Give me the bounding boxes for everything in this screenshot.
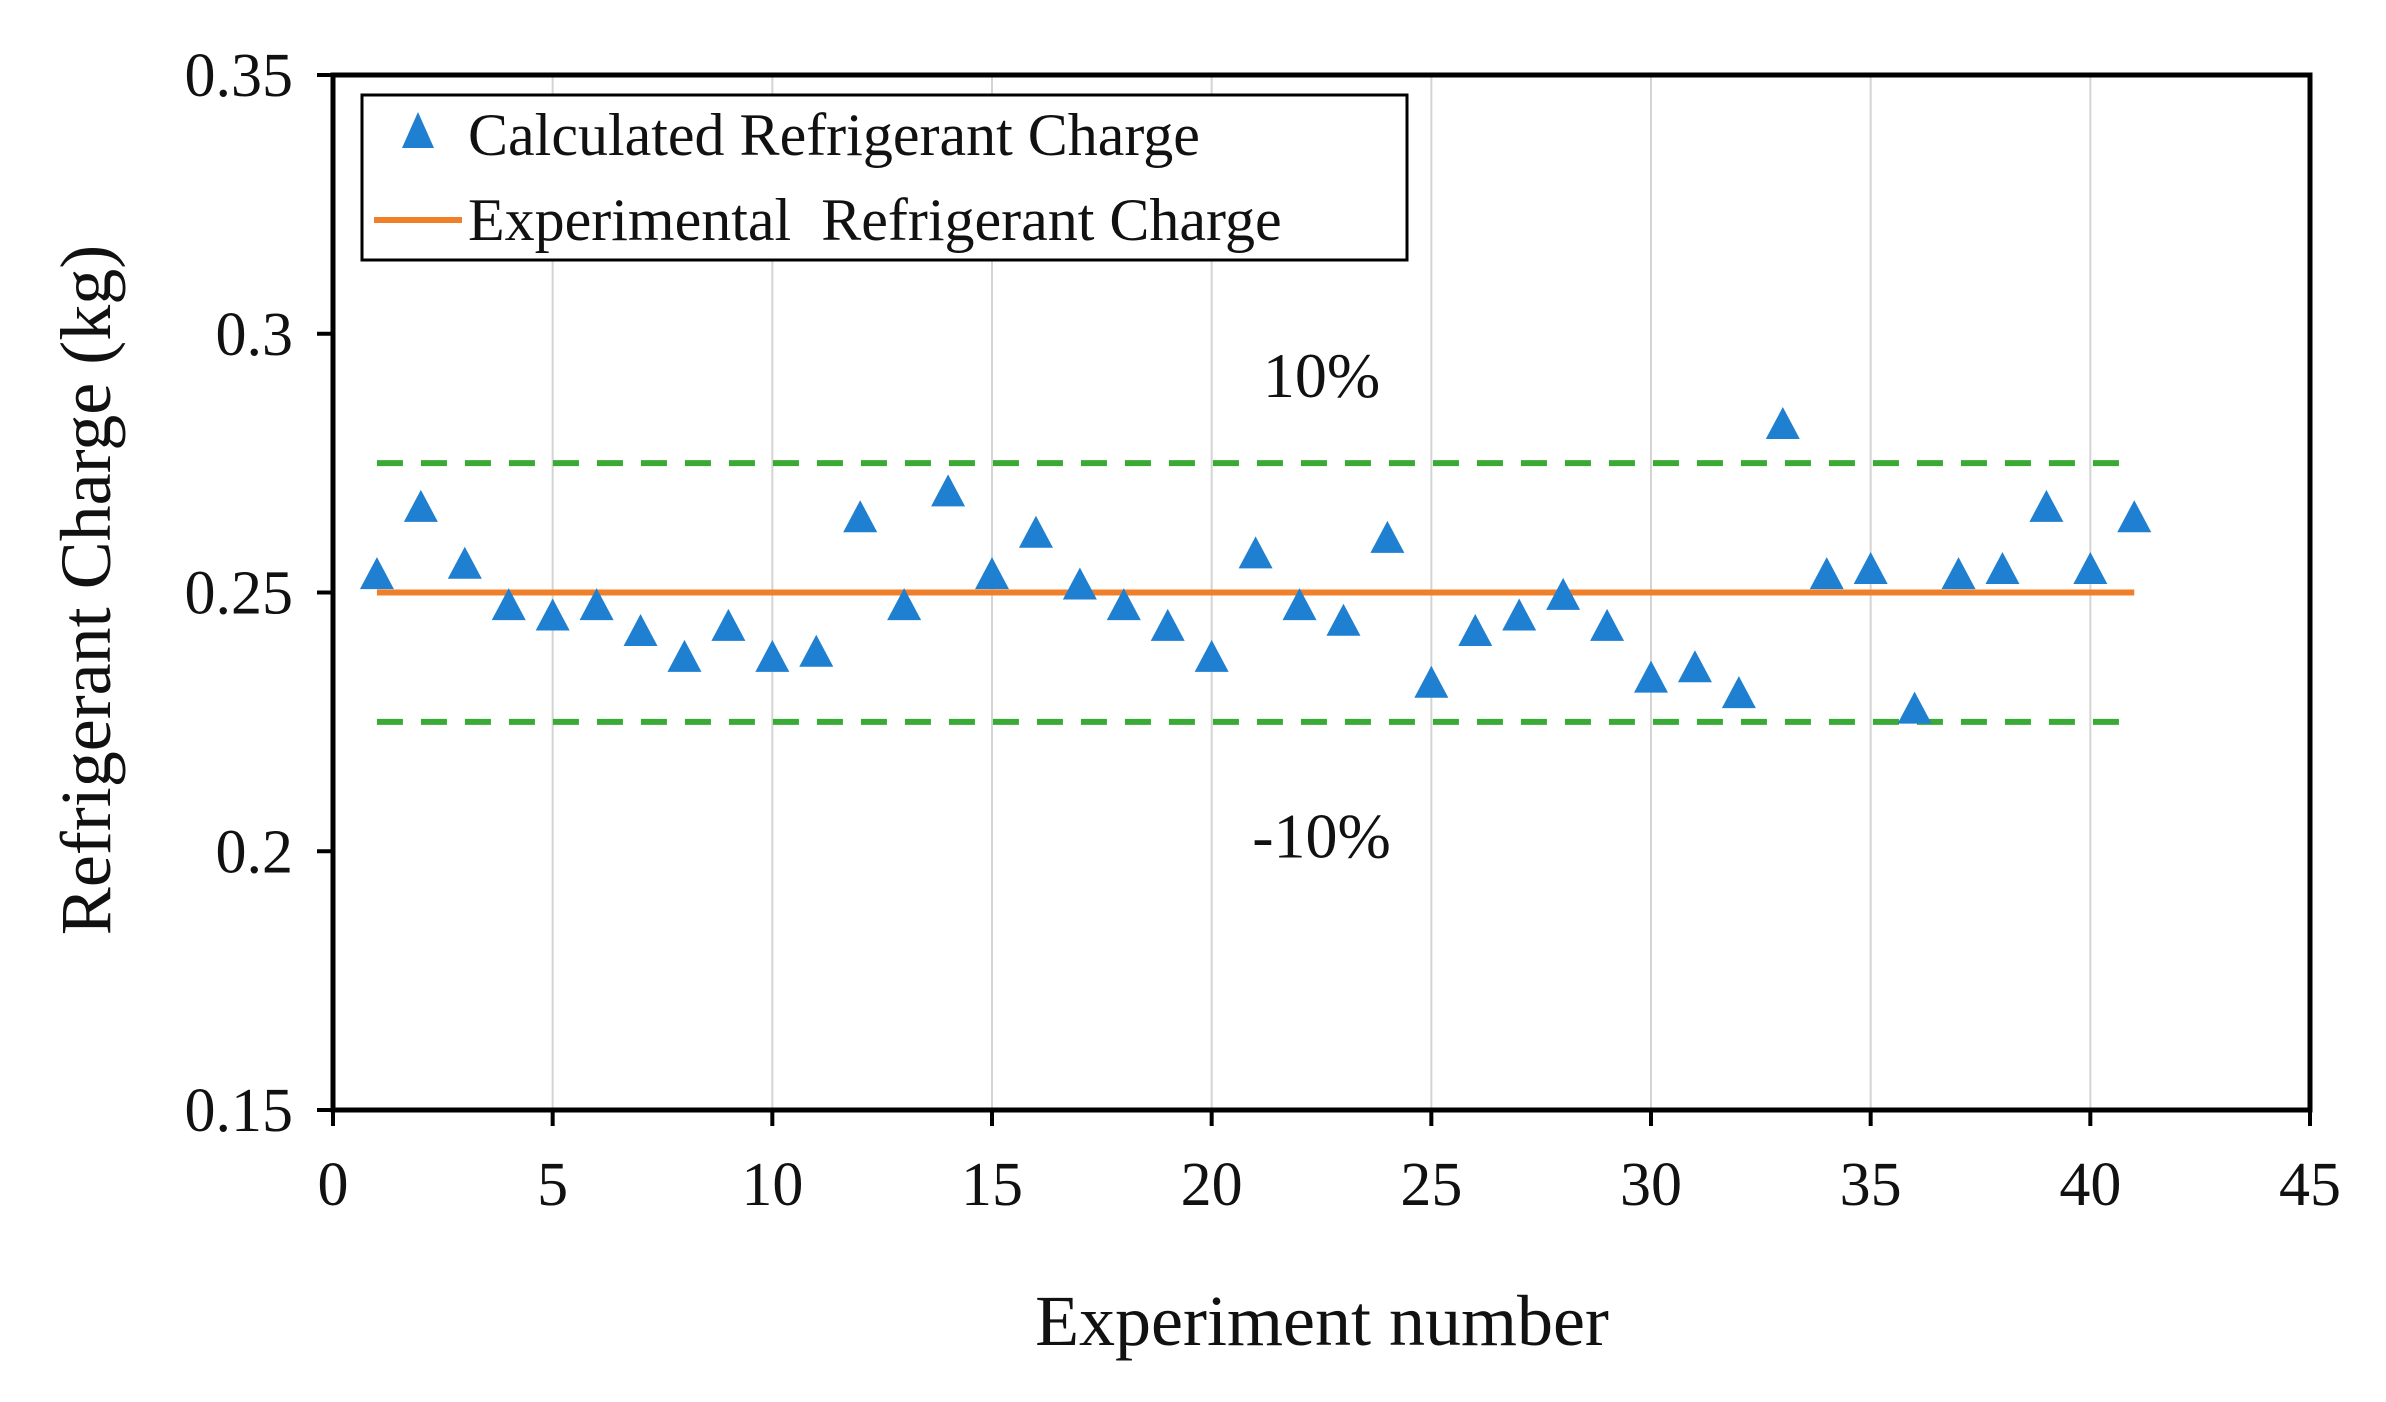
data-point <box>1018 515 1053 548</box>
legend-label-calculated: Calculated Refrigerant Charge <box>468 102 1200 168</box>
data-point <box>1941 557 1976 590</box>
y-tick-label: 0.35 <box>185 42 294 110</box>
point-layer <box>359 407 2152 724</box>
data-point <box>799 634 834 667</box>
data-point <box>1765 407 1800 440</box>
y-tick-label: 0.15 <box>185 1077 294 1145</box>
data-point <box>1326 603 1361 636</box>
data-point <box>1150 608 1185 641</box>
legend-label-experimental: Experimental Refrigerant Charge <box>468 187 1282 253</box>
data-point <box>1897 691 1932 724</box>
data-point <box>1282 588 1317 621</box>
data-point <box>1238 536 1273 569</box>
data-point <box>931 474 966 507</box>
data-point <box>1502 598 1537 631</box>
data-point <box>887 588 922 621</box>
data-point <box>447 546 482 579</box>
x-axis-title: Experiment number <box>1035 1281 1609 1361</box>
data-point <box>2117 500 2152 533</box>
data-point <box>1194 639 1229 672</box>
band-annotation: 10% <box>1263 340 1380 411</box>
data-point <box>1677 650 1712 683</box>
x-tick-label: 25 <box>1400 1151 1462 1219</box>
annotation-layer: 10% -10% <box>1252 340 1391 872</box>
x-tick-label: 45 <box>2279 1151 2341 1219</box>
data-point <box>1062 567 1097 600</box>
data-point <box>755 639 790 672</box>
data-point <box>1370 520 1405 553</box>
data-point <box>491 588 526 621</box>
data-point <box>1590 608 1625 641</box>
x-tick-label: 30 <box>1620 1151 1682 1219</box>
y-tick-label: 0.25 <box>185 560 294 628</box>
data-point <box>667 639 702 672</box>
data-point <box>2073 551 2108 584</box>
data-point <box>403 489 438 522</box>
x-tick-label: 35 <box>1840 1151 1902 1219</box>
x-tick-label: 5 <box>537 1151 568 1219</box>
y-tick-label: 0.2 <box>216 818 294 886</box>
band-layer <box>376 460 2135 725</box>
data-point <box>1546 577 1581 610</box>
data-point <box>975 557 1009 590</box>
data-point <box>711 608 746 641</box>
y-axis-title: Refrigerant Charge (kg) <box>46 245 126 935</box>
data-point <box>1458 614 1493 647</box>
x-tick-label: 15 <box>961 1151 1023 1219</box>
x-tick-label: 0 <box>318 1151 349 1219</box>
data-point <box>1634 660 1668 693</box>
data-point <box>1721 676 1756 709</box>
data-point <box>359 557 394 590</box>
data-point <box>2029 489 2064 522</box>
data-point <box>1414 665 1449 698</box>
legend: Calculated Refrigerant Charge Experiment… <box>360 93 1409 262</box>
data-point <box>1106 588 1141 621</box>
data-point <box>579 588 614 621</box>
legend-marker-calculated <box>402 112 434 148</box>
data-point <box>1809 557 1844 590</box>
data-point <box>1853 551 1888 584</box>
legend-box <box>360 93 1409 262</box>
data-point <box>843 500 878 533</box>
data-point <box>623 614 658 647</box>
x-tick-label: 10 <box>741 1151 803 1219</box>
data-point <box>1985 551 2020 584</box>
band-annotation: -10% <box>1252 801 1391 872</box>
y-tick-label: 0.3 <box>216 301 294 369</box>
data-point <box>535 598 570 631</box>
tick-layer: 0 5 10 15 20 25 30 35 40 45 0.15 0.2 0.25 0.3 0.35 <box>185 42 2342 1219</box>
x-tick-label: 20 <box>1181 1151 1243 1219</box>
x-tick-label: 40 <box>2059 1151 2121 1219</box>
